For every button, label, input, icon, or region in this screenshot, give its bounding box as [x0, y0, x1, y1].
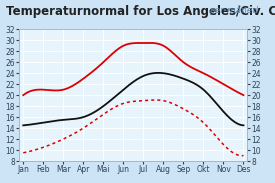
Text: per måned: per måned [209, 5, 258, 15]
Text: Temperaturnormal for Los Angeles/Civ. CA: Temperaturnormal for Los Angeles/Civ. CA [6, 5, 275, 18]
